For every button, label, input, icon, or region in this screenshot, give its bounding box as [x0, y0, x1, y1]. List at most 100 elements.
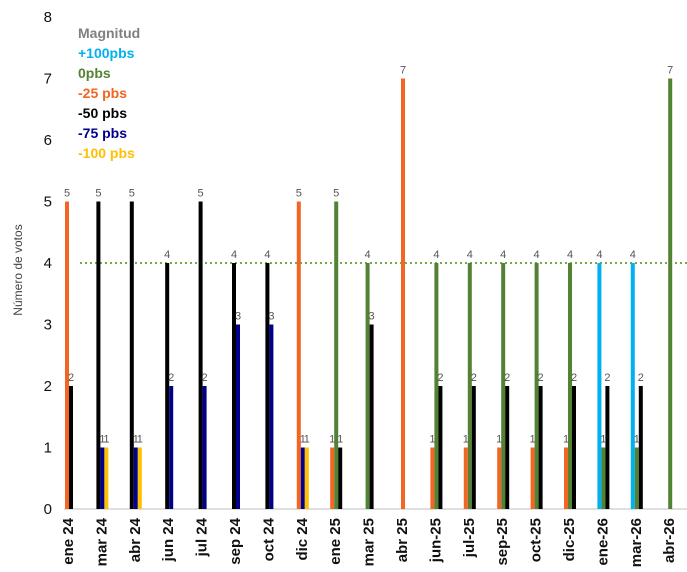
data-label: 1 [103, 434, 109, 446]
data-label: 2 [68, 372, 74, 384]
y-tick-label: 8 [44, 9, 52, 26]
bar [564, 447, 568, 509]
data-label: 2 [604, 372, 610, 384]
x-tick-label: jul-25 [461, 518, 478, 558]
bar [133, 447, 138, 509]
x-tick-label: abr 25 [394, 518, 411, 562]
bar [330, 447, 335, 509]
y-tick-label: 0 [44, 501, 52, 518]
bar [630, 263, 635, 509]
data-label: 1 [634, 434, 640, 446]
data-label: 5 [129, 188, 135, 200]
data-label: 4 [500, 249, 506, 261]
bar [530, 447, 535, 509]
bar [369, 324, 374, 509]
data-label: 2 [202, 372, 208, 384]
data-label: 5 [296, 188, 302, 200]
bar [265, 263, 270, 509]
bar [129, 201, 134, 509]
legend-title: Magnitud [78, 25, 140, 41]
y-tick-label: 4 [44, 255, 52, 272]
data-label: 5 [95, 188, 101, 200]
x-tick-label: oct-25 [528, 518, 545, 562]
legend-item: +100pbs [78, 45, 135, 61]
y-axis-label: Número de votos [11, 224, 25, 315]
bar [401, 78, 405, 509]
data-label: 3 [268, 311, 274, 323]
bar [605, 386, 610, 509]
bar [534, 263, 539, 509]
y-tick-label: 5 [44, 194, 52, 211]
bar [65, 201, 69, 509]
x-tick-label: oct 24 [260, 517, 277, 561]
data-label: 1 [429, 434, 435, 446]
data-label: 2 [471, 372, 477, 384]
x-tick-label: ene 24 [60, 517, 77, 564]
y-tick-label: 7 [44, 71, 52, 88]
bars [65, 78, 673, 509]
bar [338, 447, 343, 509]
data-label: 2 [638, 372, 644, 384]
data-label: 2 [437, 372, 443, 384]
legend: Magnitud +100pbs 0pbs -25 pbs -50 pbs -75 pbs… [78, 25, 140, 161]
data-label: 4 [534, 249, 540, 261]
bar [169, 386, 174, 509]
data-label: 1 [530, 434, 536, 446]
data-label: 1 [337, 434, 343, 446]
bar [236, 324, 240, 509]
x-tick-label: dic 24 [294, 517, 311, 560]
bar [96, 201, 101, 509]
y-tick-label: 2 [44, 378, 52, 395]
bar [438, 386, 443, 509]
data-label: 2 [168, 372, 174, 384]
bar [597, 263, 602, 509]
data-label: 1 [99, 434, 105, 446]
bar [304, 447, 309, 509]
data-label: 4 [164, 249, 170, 261]
data-label: 1 [563, 434, 569, 446]
data-label: 4 [467, 249, 473, 261]
data-label: 7 [667, 65, 673, 77]
bar [202, 386, 207, 509]
legend-item: -25 pbs [78, 85, 127, 101]
y-tick-label: 6 [44, 132, 52, 149]
x-tick-label: ene 25 [327, 518, 344, 565]
data-label: 4 [264, 249, 270, 261]
bar [434, 263, 439, 509]
bar [568, 263, 572, 509]
x-tick-label: mar 25 [361, 518, 378, 566]
data-label: 4 [433, 249, 439, 261]
data-label: 5 [64, 188, 70, 200]
bar [300, 447, 305, 509]
data-label: 1 [463, 434, 469, 446]
data-label: 4 [630, 249, 636, 261]
data-label: 7 [400, 65, 406, 77]
data-label: 4 [365, 249, 371, 261]
bar [165, 263, 170, 509]
bar [296, 201, 301, 509]
bar [463, 447, 468, 509]
bar [505, 386, 510, 509]
axes: 0 1 2 3 4 5 6 7 8 Número de votos [11, 9, 687, 518]
bar [269, 324, 274, 509]
bar [467, 263, 472, 509]
data-label: 3 [369, 311, 375, 323]
x-tick-label: mar-26 [628, 518, 645, 567]
y-tick-label: 1 [44, 440, 52, 457]
bar [497, 447, 502, 509]
x-tick-label: sep-25 [494, 518, 511, 566]
data-label: 3 [235, 311, 241, 323]
y-tick-label: 3 [44, 317, 52, 334]
bar [538, 386, 543, 509]
bar [137, 447, 142, 509]
bar [668, 78, 673, 509]
bar [198, 201, 203, 509]
data-label: 4 [231, 249, 237, 261]
data-label: 2 [504, 372, 510, 384]
x-tick-label: abr 24 [127, 517, 144, 562]
data-label: 5 [333, 188, 339, 200]
x-tick-label: jun-25 [427, 518, 444, 563]
bar [100, 447, 105, 509]
